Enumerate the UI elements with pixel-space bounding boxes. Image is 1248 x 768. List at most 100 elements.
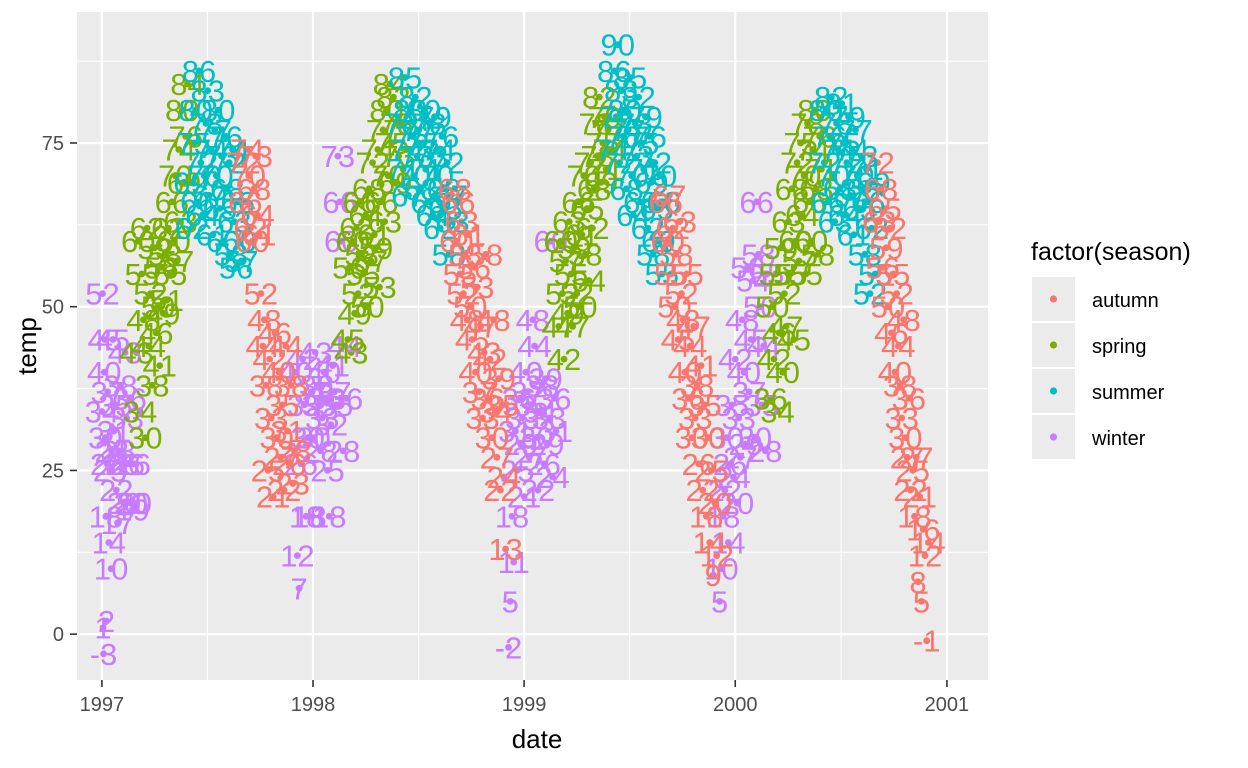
data-label-spring: 68	[775, 172, 809, 207]
data-point-autumn	[284, 427, 291, 435]
data-point-summer	[646, 133, 653, 140]
data-label-winter: 22	[708, 473, 742, 508]
data-label-spring: 59	[764, 231, 798, 266]
legend-dot-autumn	[1049, 295, 1058, 303]
data-label-spring: 38	[135, 368, 169, 403]
data-point-spring	[359, 270, 367, 278]
data-label-winter: 48	[725, 303, 759, 338]
data-label-summer: 72	[602, 146, 636, 181]
data-point-summer	[651, 159, 659, 167]
data-label-winter: 12	[280, 539, 314, 574]
data-point-winter	[542, 375, 549, 383]
data-label-summer: 75	[826, 126, 860, 161]
data-point-winter	[102, 512, 110, 520]
data-label-spring: 68	[799, 172, 833, 207]
data-label-winter: 42	[285, 342, 319, 377]
data-point-summer	[864, 198, 872, 206]
data-label-winter: 35	[287, 388, 321, 423]
data-label-winter: 38	[300, 368, 334, 403]
data-label-summer: 74	[421, 133, 455, 168]
data-point-summer	[612, 113, 620, 121]
data-label-winter: 66	[739, 185, 773, 220]
data-label-summer: 69	[634, 165, 668, 200]
data-point-autumn	[278, 401, 286, 409]
data-point-winter	[721, 486, 729, 494]
data-point-summer	[449, 218, 456, 226]
data-label-autumn: 35	[265, 388, 299, 423]
data-label-autumn: 16	[906, 512, 940, 547]
data-label-spring: 73	[381, 139, 415, 174]
data-point-summer	[826, 133, 833, 140]
data-point-spring	[166, 270, 174, 278]
data-label-winter: 43	[108, 336, 142, 371]
data-point-autumn	[266, 355, 273, 363]
data-label-winter: 14	[711, 526, 745, 561]
data-label-spring: 66	[155, 185, 189, 220]
data-point-summer	[214, 106, 222, 114]
data-point-summer	[204, 87, 212, 94]
data-point-summer	[413, 152, 421, 160]
data-point-summer	[871, 270, 879, 278]
data-point-winter	[112, 486, 120, 494]
data-label-summer: 76	[632, 119, 666, 154]
data-label-winter: 39	[528, 362, 562, 397]
data-point-winter	[315, 401, 323, 409]
data-point-spring	[347, 349, 355, 356]
data-label-autumn: 33	[885, 401, 919, 436]
data-point-autumn	[291, 447, 298, 455]
data-label-autumn: 40	[668, 355, 702, 390]
data-label-autumn: 48	[886, 303, 920, 338]
x-tick-label: 1999	[502, 694, 547, 716]
data-point-spring	[590, 185, 598, 193]
data-point-summer	[438, 133, 446, 140]
data-point-autumn	[465, 231, 472, 239]
data-point-autumn	[889, 270, 897, 278]
data-label-summer: 77	[838, 113, 872, 148]
data-point-autumn	[918, 598, 925, 605]
data-point-winter	[547, 237, 555, 245]
data-point-summer	[427, 152, 435, 160]
data-label-autumn: 22	[483, 473, 517, 508]
data-label-summer: 70	[199, 159, 233, 194]
data-point-spring	[804, 119, 811, 127]
data-label-autumn: 67	[652, 178, 686, 213]
data-point-spring	[344, 336, 352, 343]
data-point-spring	[388, 139, 396, 147]
data-point-summer	[436, 224, 444, 232]
data-point-spring	[571, 244, 578, 252]
data-point-summer	[640, 165, 648, 173]
data-label-winter: 25	[310, 453, 344, 488]
data-label-autumn: 30	[474, 421, 508, 456]
data-label-spring: 69	[167, 165, 201, 200]
major-gridlines	[77, 12, 988, 680]
data-point-spring	[767, 395, 774, 402]
x-tick-label: 1998	[291, 694, 336, 716]
data-label-summer: 82	[814, 80, 848, 115]
data-point-winter	[512, 427, 519, 435]
data-point-spring	[370, 231, 378, 239]
data-label-autumn: 56	[457, 250, 491, 285]
data-label-summer: 60	[206, 224, 240, 259]
data-label-autumn: 28	[277, 434, 311, 469]
data-point-spring	[770, 355, 778, 363]
data-point-autumn	[453, 237, 460, 245]
data-point-winter	[525, 453, 533, 461]
data-label-summer: 81	[824, 87, 858, 122]
data-label-spring: 77	[366, 113, 400, 148]
data-point-winter	[506, 598, 514, 605]
data-label-summer: 64	[616, 198, 650, 233]
data-point-winter	[114, 519, 121, 527]
data-label-autumn: 22	[267, 473, 301, 508]
data-point-autumn	[275, 368, 283, 376]
data-point-summer	[843, 159, 851, 167]
data-point-autumn	[482, 250, 490, 258]
data-label-autumn: 46	[258, 316, 292, 351]
data-point-summer	[190, 139, 198, 147]
data-point-winter	[719, 512, 727, 520]
data-label-winter: 26	[105, 447, 139, 482]
data-label-winter: 29	[503, 427, 537, 462]
data-label-winter: 1	[94, 611, 111, 646]
data-point-spring	[779, 368, 787, 376]
data-label-autumn: 26	[272, 447, 306, 482]
data-label-summer: 85	[388, 61, 422, 96]
